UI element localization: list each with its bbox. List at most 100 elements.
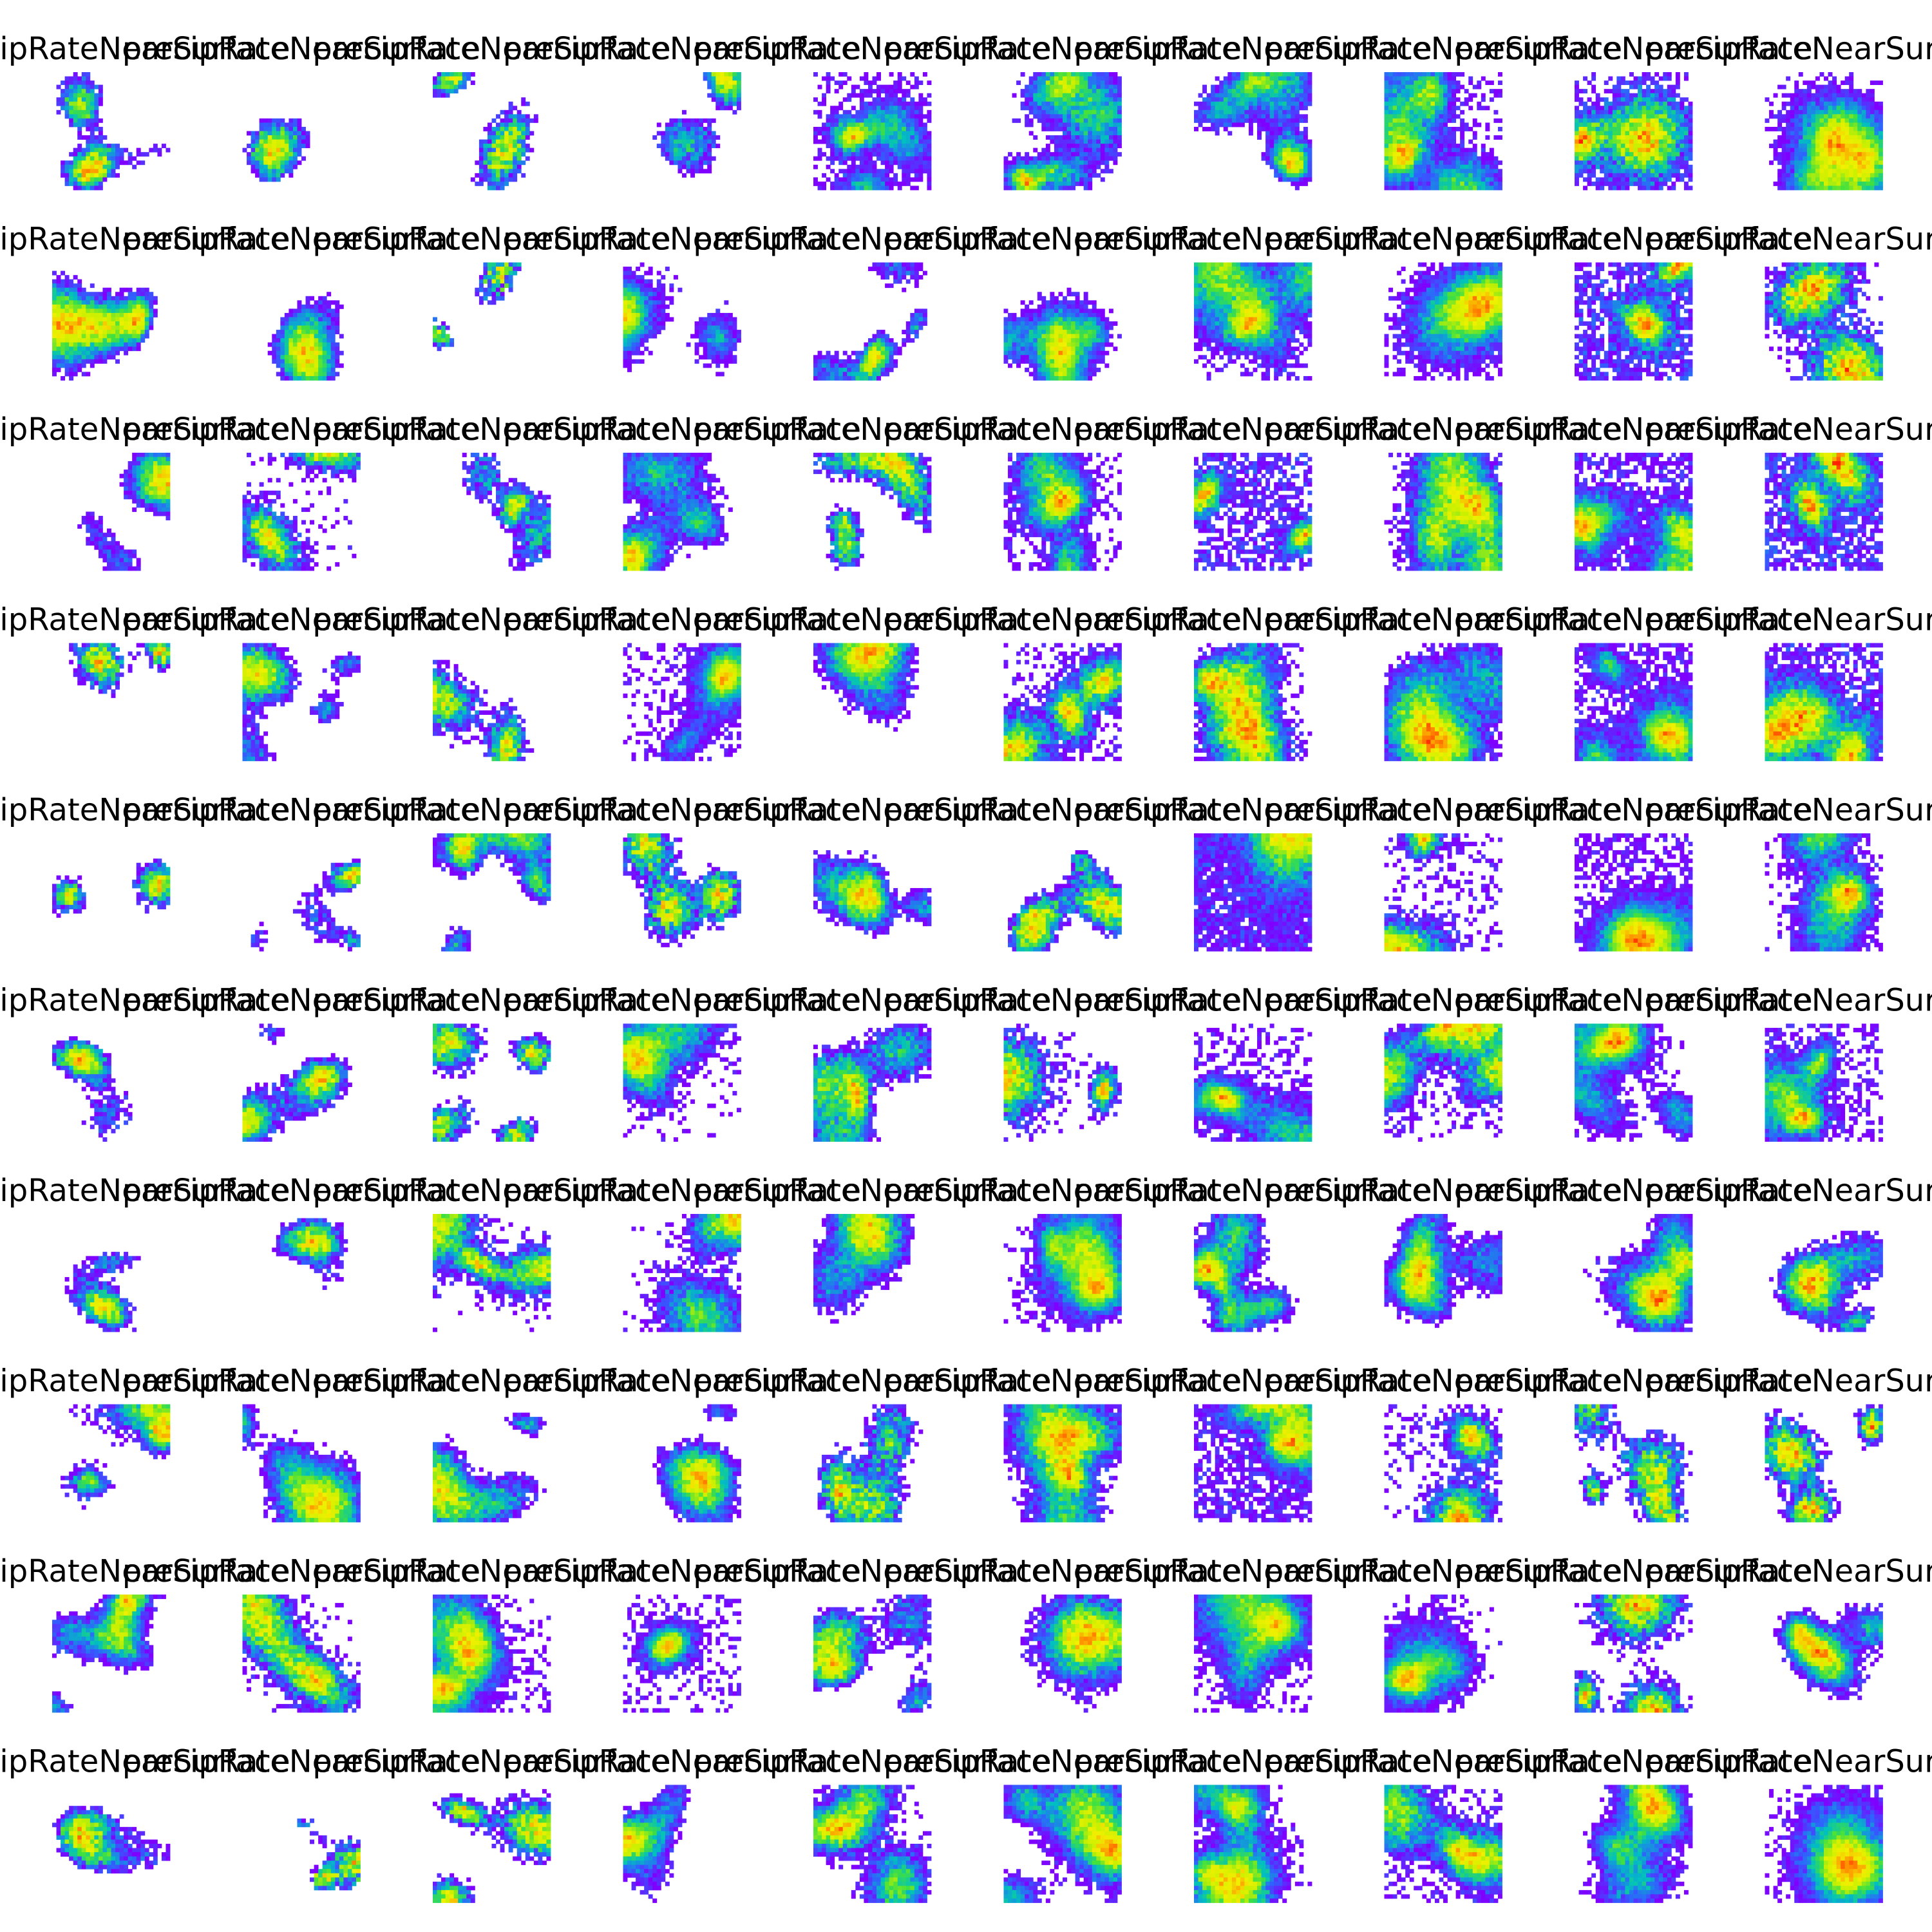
heatmap-cell [927,110,931,115]
heatmap-cell [65,173,70,178]
heatmap-cell [851,165,856,169]
heatmap-cell [902,114,906,118]
heatmap-cell [902,127,906,131]
heatmap-cell [82,156,86,161]
heatmap-cell [1079,85,1084,90]
heatmap-cell [699,122,703,127]
heatmap-cell [847,152,851,156]
heatmap-cell [1092,80,1097,85]
heatmap-cell [513,144,517,148]
heatmap-cell [99,177,103,182]
heatmap-cell [496,156,500,161]
heatmap-cell [120,152,124,156]
heatmap-cell [1063,85,1067,90]
heatmap-cell [864,131,868,136]
heatmap-cell [65,165,70,169]
heatmap-cell [1063,89,1067,93]
heatmap-cell [674,118,678,123]
heatmap-cell [69,77,73,81]
heatmap-cell [102,152,107,156]
heatmap-cell [500,165,505,169]
heatmap-cell [885,173,889,178]
heatmap-cell [868,127,873,131]
heatmap-cell [509,156,513,161]
heatmap-cell [728,72,733,77]
heatmap-cell [1054,148,1059,153]
heatmap-cell [906,122,911,127]
heatmap-cell [677,144,682,148]
heatmap-cell [898,135,902,140]
heatmap-cell [99,182,103,186]
heatmap-cell [1104,122,1109,127]
heatmap-cell [885,110,889,115]
heatmap-cell [826,140,831,144]
heatmap-cell [889,152,894,156]
heatmap-cell [885,156,889,161]
heatmap-cell [851,106,856,110]
heatmap-cell [677,160,682,165]
heatmap-cell [699,118,703,123]
heatmap-cell [674,127,678,131]
heatmap-cell [1058,97,1063,102]
heatmap-cell [1067,114,1072,118]
heatmap-cell [902,177,906,182]
heatmap-cell [889,185,894,190]
heatmap-cell [492,173,497,178]
heatmap-cell [1113,156,1117,161]
heatmap-cell [881,122,886,127]
heatmap-cell [437,72,442,77]
heatmap-cell [99,156,103,161]
heatmap-cell [65,182,70,186]
heatmap-cell [1071,122,1075,127]
heatmap-cell [247,152,251,156]
heatmap-cell [843,140,848,144]
heatmap-cell [285,148,289,153]
heatmap-cell [111,152,116,156]
heatmap-cell [251,135,256,140]
heatmap-cell [860,140,864,144]
heatmap-cell [285,144,289,148]
heatmap-cell [902,152,906,156]
heatmap-cell [873,148,877,153]
heatmap-cell [864,152,868,156]
heatmap-cell [1063,93,1067,98]
heatmap-cell [902,165,906,169]
heatmap-cell [479,169,484,173]
heatmap-cell [927,135,931,140]
heatmap-cell [914,165,919,169]
heatmap-cell [724,97,728,102]
heatmap-cell [293,152,298,156]
heatmap-cell [677,165,682,169]
heatmap-cell [914,173,919,178]
heatmap-cell [1008,169,1012,173]
heatmap-cell [838,72,843,77]
heatmap-cell [263,160,268,165]
heatmap-cell [285,165,289,169]
heatmap-cell [1113,102,1117,106]
heatmap-cell [707,169,712,173]
heatmap-cell [77,144,82,148]
heatmap-cell [504,156,509,161]
heatmap-cell [1104,131,1109,136]
heatmap-cell [876,148,881,153]
heatmap-cell [1071,89,1075,93]
heatmap-cell [822,93,826,98]
heatmap-cell [1088,144,1092,148]
heatmap-cell [918,102,923,106]
heatmap-cell [260,131,264,136]
heatmap-cell [864,102,868,106]
heatmap-cell [860,156,864,161]
heatmap-cell [115,152,120,156]
heatmap-cell [458,72,462,77]
heatmap-cell [1033,97,1037,102]
heatmap-cell [77,173,82,178]
heatmap-cell [1092,148,1097,153]
heatmap-cell [860,152,864,156]
heatmap-cell [509,152,513,156]
heatmap-cell [82,97,86,102]
heatmap-cell [918,114,923,118]
heatmap-cell [1025,89,1029,93]
heatmap-cell [876,177,881,182]
heatmap-cell [918,127,923,131]
heatmap-cell [868,152,873,156]
